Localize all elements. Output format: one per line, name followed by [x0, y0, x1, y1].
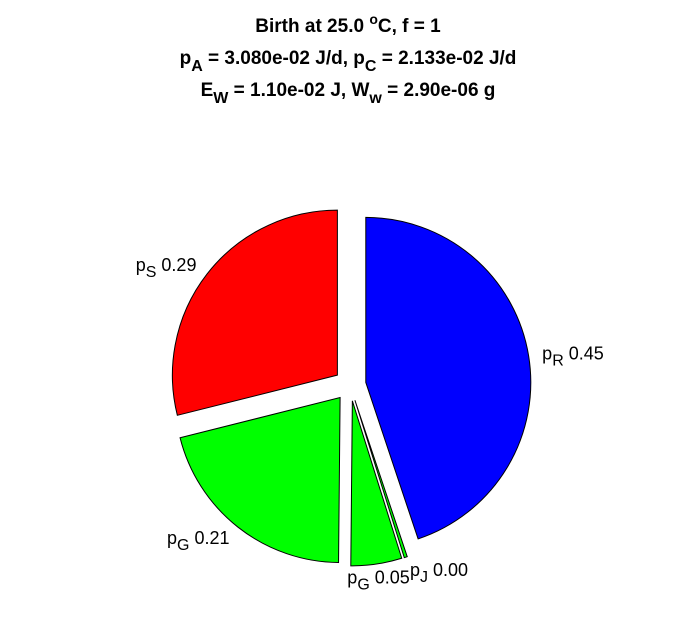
slice-label-sub: G — [357, 577, 369, 594]
title-segment: Birth at 25.0 — [255, 16, 369, 37]
title-segment: o — [369, 11, 378, 27]
slice-label-name: p — [167, 528, 177, 548]
pie-slice — [171, 209, 338, 416]
title-segment: = 1.10e-02 J, W — [228, 80, 369, 101]
slice-label-value: 0.00 — [433, 560, 468, 580]
slice-label-sub: R — [552, 353, 564, 370]
slice-label: pG 0.21 — [167, 528, 230, 554]
slice-label-name: p — [136, 255, 146, 275]
title-segment: p — [180, 48, 192, 69]
pie-slice — [350, 400, 403, 567]
title-segment: = 2.133e-02 J/d — [376, 48, 516, 69]
title-segment: C — [365, 58, 377, 75]
chart-title: EW = 1.10e-02 J, Ww = 2.90e-06 g — [201, 80, 496, 107]
slice-label-name: p — [347, 568, 357, 588]
chart-title: pA = 3.080e-02 J/d, pC = 2.133e-02 J/d — [180, 48, 517, 75]
slice-label-value: 0.29 — [161, 255, 196, 275]
slice-label: pJ 0.00 — [410, 560, 468, 586]
slice-label-sub: J — [420, 569, 428, 586]
title-segment: E — [201, 80, 214, 101]
chart-title: Birth at 25.0 oC, f = 1 — [255, 11, 441, 37]
title-segment: W — [213, 90, 229, 107]
pie-slice — [365, 216, 532, 540]
title-segment: C, f = 1 — [378, 16, 441, 37]
slice-label-sub: G — [177, 537, 189, 554]
pie-slice — [179, 396, 341, 564]
title-segment: A — [191, 58, 203, 75]
slice-label-name: p — [542, 344, 552, 364]
slice-label-value: 0.21 — [194, 528, 229, 548]
title-segment: = 3.080e-02 J/d, p — [203, 48, 365, 69]
title-segment: = 2.90e-06 g — [382, 80, 496, 101]
slice-label: pS 0.29 — [136, 255, 197, 281]
slice-label-sub: S — [146, 264, 157, 281]
slice-label-value: 0.05 — [375, 568, 410, 588]
pie-slice — [354, 400, 408, 559]
slice-label-name: p — [410, 560, 420, 580]
slice-label-value: 0.45 — [569, 344, 604, 364]
slice-label: pR 0.45 — [542, 344, 604, 370]
title-segment: w — [368, 90, 382, 107]
slice-label: pG 0.05 — [347, 568, 410, 594]
